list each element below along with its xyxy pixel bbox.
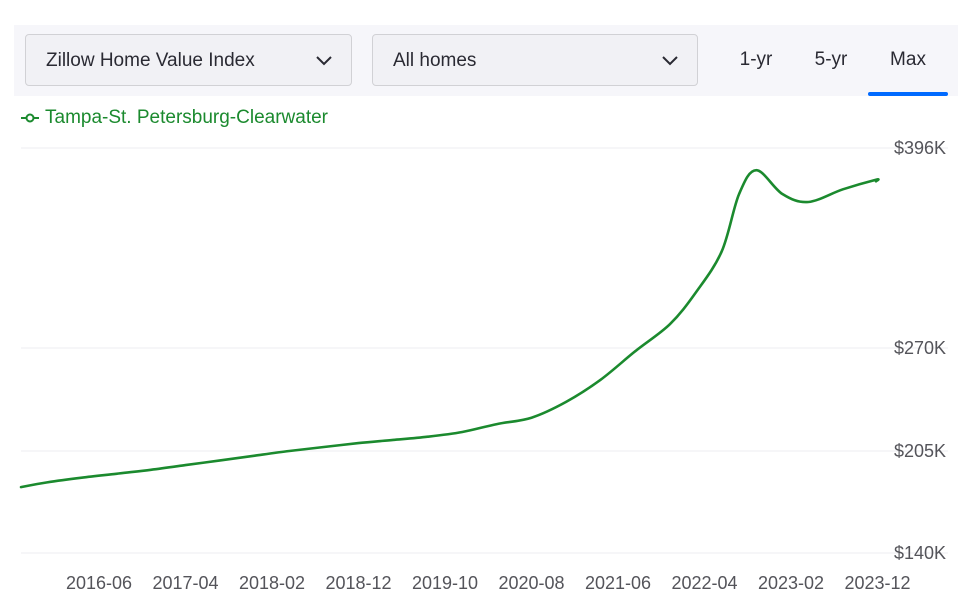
x-tick-label: 2019-10 xyxy=(412,573,478,593)
y-tick-label: $205K xyxy=(894,441,946,461)
tab-5-yr[interactable]: 5-yr xyxy=(794,34,868,86)
x-tick-label: 2021-06 xyxy=(585,573,651,593)
metric-select-value: Zillow Home Value Index xyxy=(46,50,255,71)
x-tick-label: 2023-02 xyxy=(758,573,824,593)
active-tab-indicator xyxy=(868,92,948,96)
tab-max[interactable]: Max xyxy=(868,34,948,96)
chart-controls-bar: Zillow Home Value Index All homes 1-yr 5… xyxy=(14,25,958,96)
x-axis-labels: 2016-06 2017-04 2018-02 2018-12 2019-10 2020-… xyxy=(66,573,911,593)
y-tick-label: $270K xyxy=(894,338,946,358)
y-axis-labels: $140K $205K $270K $396K xyxy=(894,138,946,563)
tab-label: 1-yr xyxy=(739,49,773,70)
tab-1-yr[interactable]: 1-yr xyxy=(720,34,792,86)
chart-legend: Tampa-St. Petersburg-Clearwater xyxy=(21,106,328,130)
legend-series-name: Tampa-St. Petersburg-Clearwater xyxy=(45,107,328,128)
tab-label: 5-yr xyxy=(814,49,848,70)
chevron-down-icon xyxy=(316,56,332,66)
x-tick-label: 2020-08 xyxy=(498,573,564,593)
home-type-select[interactable]: All homes xyxy=(372,34,698,86)
series-line-tampa xyxy=(19,168,880,489)
x-tick-label: 2018-12 xyxy=(325,573,391,593)
chevron-down-icon xyxy=(662,56,678,66)
metric-select[interactable]: Zillow Home Value Index xyxy=(25,34,352,86)
x-tick-label: 2018-02 xyxy=(239,573,305,593)
y-tick-label: $396K xyxy=(894,138,946,158)
x-tick-label: 2022-04 xyxy=(671,573,737,593)
x-tick-label: 2016-06 xyxy=(66,573,132,593)
legend-line-marker-icon xyxy=(21,113,39,123)
x-tick-label: 2017-04 xyxy=(152,573,218,593)
x-tick-label: 2023-12 xyxy=(844,573,910,593)
y-tick-label: $140K xyxy=(894,543,946,563)
tab-label: Max xyxy=(890,49,926,70)
home-type-select-value: All homes xyxy=(393,50,477,71)
gridlines xyxy=(21,147,948,554)
